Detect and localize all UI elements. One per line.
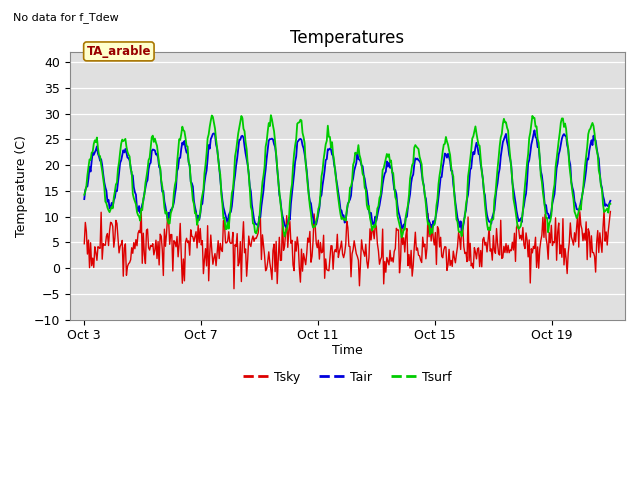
Legend: Tsky, Tair, Tsurf: Tsky, Tair, Tsurf xyxy=(238,366,457,389)
Y-axis label: Temperature (C): Temperature (C) xyxy=(15,135,28,237)
Text: No data for f_Tdew: No data for f_Tdew xyxy=(13,12,118,23)
Text: TA_arable: TA_arable xyxy=(86,45,151,58)
X-axis label: Time: Time xyxy=(332,344,363,357)
Title: Temperatures: Temperatures xyxy=(291,29,404,48)
